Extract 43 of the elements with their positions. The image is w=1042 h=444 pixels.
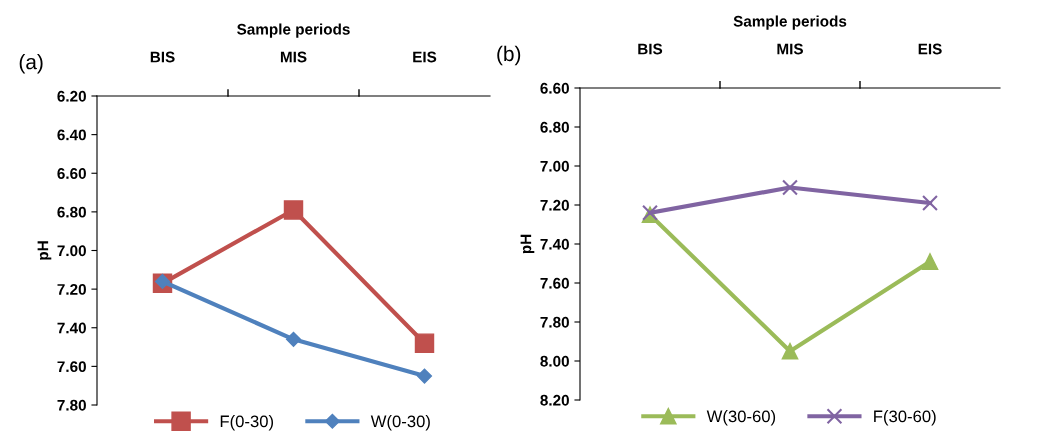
legend-label: W(0-30) [370,415,430,431]
legend-label: W(30-60) [706,410,776,426]
y-tick-label: 6.60 [540,82,569,94]
x-tick-label: MIS [280,51,307,63]
point [782,179,798,196]
y-tick-label: 6.80 [540,121,569,133]
point [154,273,171,289]
legend-label: F(0-30) [220,415,274,431]
y-tick-label: 7.40 [540,238,569,250]
y-tick-label: 8.00 [540,355,569,367]
y-axis-title: pH [520,234,535,254]
point [414,333,435,353]
y-axis-title: pH [37,241,52,260]
y-tick-label: 7.20 [57,283,86,295]
x-tick-label: BIS [150,51,175,63]
legend-label: F(30-60) [874,410,936,426]
point [285,331,302,347]
y-tick-label: 6.80 [57,206,86,218]
y-tick-label: 7.00 [540,160,569,172]
y-tick-label: 7.80 [57,399,86,411]
y-tick-label: 6.40 [57,129,86,141]
point [921,253,939,270]
y-tick-label: 7.60 [57,361,86,373]
x-axis-title: Sample periods [733,15,847,30]
point [922,195,938,212]
x-tick-label: MIS [777,43,803,55]
y-tick-label: 6.20 [57,90,86,102]
x-tick-label: EIS [413,51,437,63]
y-tick-label: 8.20 [540,394,569,406]
y-tick-label: 7.60 [540,277,569,289]
y-tick-label: 7.80 [540,316,569,328]
y-tick-label: 6.60 [57,168,86,179]
y-tick-label: 7.40 [57,322,86,334]
chart-title: (a) [19,54,43,74]
x-tick-label: EIS [918,43,942,55]
y-tick-label: 7.00 [57,245,86,257]
x-tick-label: BIS [638,43,663,55]
point [283,200,304,220]
point [781,342,799,360]
point [416,368,433,384]
y-tick-label: 7.20 [540,199,569,211]
x-axis-title: Sample periods [237,23,350,38]
chart-title: (b) [497,45,521,66]
